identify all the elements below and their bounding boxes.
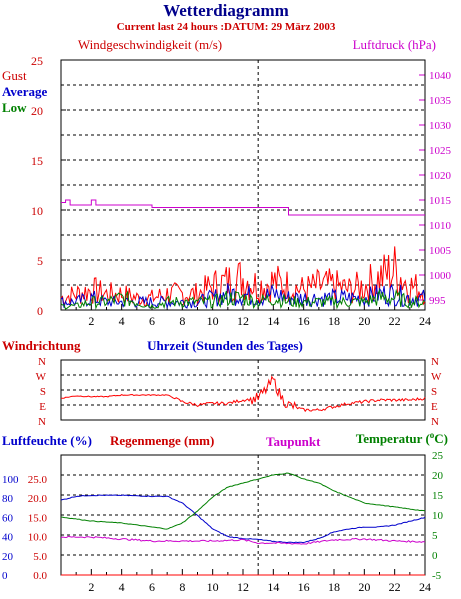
humidity-tick-label: 20 [2, 551, 14, 563]
direction-plot-frame [60, 359, 426, 421]
temperature-tick-label: 15 [432, 490, 444, 502]
hour-tick-label: 22 [389, 580, 401, 594]
wind-tick-label: 5 [37, 254, 43, 268]
hour-tick-label: 4 [119, 314, 125, 328]
direction-tick-label-right: W [431, 371, 442, 383]
direction-tick-label-left: N [38, 356, 46, 368]
rain-tick-label: 25.0 [28, 474, 48, 486]
pressure-axis-title: Luftdruck (hPa) [353, 37, 436, 52]
hour-tick-label: 10 [207, 580, 219, 594]
pressure-tick-label: 1030 [429, 120, 452, 132]
hour-tick-label: 8 [179, 314, 185, 328]
wind-tick-label: 25 [31, 54, 43, 68]
temperatur-line [60, 472, 426, 530]
hour-tick-label: 10 [207, 314, 219, 328]
rain-title: Regenmenge (mm) [110, 433, 214, 448]
direction-tick-label-right: N [431, 416, 439, 428]
pressure-tick-label: 1000 [429, 270, 452, 282]
legend-average: Average [2, 84, 47, 99]
temperature-title: Temperatur (oC) [356, 430, 448, 446]
hour-tick-label: 14 [267, 580, 279, 594]
direction-tick-label-left: E [39, 401, 46, 413]
dewpoint-title: Taupunkt [266, 434, 321, 449]
rain-tick-label: 15.0 [28, 512, 48, 524]
pressure-tick-label: 1015 [429, 195, 452, 207]
hour-tick-label: 20 [358, 314, 370, 328]
time-axis-title: Uhrzeit (Stunden des Tages) [147, 338, 303, 353]
wind-low-line [60, 288, 426, 310]
pressure-tick-label: 1040 [429, 70, 452, 82]
wind-direction-title: Windrichtung [2, 338, 81, 353]
taupunkt-line [60, 535, 426, 545]
direction-tick-label-left: W [36, 371, 47, 383]
pressure-line [61, 199, 425, 216]
direction-tick-label-right: E [431, 401, 438, 413]
direction-tick-label-right: N [431, 356, 439, 368]
hour-tick-label: 2 [88, 314, 94, 328]
pressure-tick-label: 1025 [429, 145, 452, 157]
hour-tick-label: 6 [149, 580, 155, 594]
hour-tick-label: 18 [328, 580, 340, 594]
legend-gust: Gust [2, 68, 27, 83]
page-subtitle: Current last 24 hours :DATUM: 29 März 20… [117, 21, 336, 33]
page-title: Wetterdiagramm [163, 1, 289, 20]
pressure-tick-label: 1005 [429, 245, 452, 257]
wind-direction-line [61, 375, 426, 413]
wind-plot-frame [60, 59, 426, 311]
luftfeuchte-line [60, 494, 426, 544]
rain-tick-label: 10.0 [28, 532, 48, 544]
humidity-tick-label: 100 [2, 474, 19, 486]
pressure-tick-label: 995 [429, 295, 446, 307]
rain-tick-label: 5.0 [33, 551, 47, 563]
hour-tick-label: 16 [298, 314, 310, 328]
wind-average-line [60, 283, 426, 310]
hour-tick-label: 16 [298, 580, 310, 594]
hour-tick-label: 22 [389, 314, 401, 328]
temperature-tick-label: 0 [432, 550, 438, 562]
humidity-tick-label: 40 [2, 532, 14, 544]
wind-tick-label: 10 [31, 204, 43, 218]
hour-tick-label: 6 [149, 314, 155, 328]
wind-tick-label: 20 [31, 104, 43, 118]
temperature-tick-label: -5 [432, 570, 442, 582]
wind-tick-label: 15 [31, 154, 43, 168]
temperature-tick-label: 10 [432, 510, 444, 522]
hour-tick-label: 14 [267, 314, 279, 328]
wind-gust-line [60, 246, 426, 307]
hour-tick-label: 24 [419, 314, 431, 328]
hour-tick-label: 12 [237, 314, 249, 328]
pressure-tick-label: 1010 [429, 220, 452, 232]
hour-tick-label: 18 [328, 314, 340, 328]
temperature-tick-label: 20 [432, 470, 444, 482]
hour-tick-label: 24 [419, 580, 431, 594]
humidity-tick-label: 60 [2, 512, 14, 524]
wind-tick-label: 0 [37, 304, 43, 318]
wind-speed-axis-title: Windgeschwindigkeit (m/s) [78, 37, 222, 52]
temperature-tick-label: 5 [432, 530, 438, 542]
humidity-tick-label: 80 [2, 493, 14, 505]
legend-low: Low [2, 100, 27, 115]
humidity-title: Luftfeuchte (%) [2, 433, 92, 448]
direction-tick-label-left: N [38, 416, 46, 428]
temperature-tick-label: 25 [432, 450, 444, 462]
hour-tick-label: 2 [88, 580, 94, 594]
direction-tick-label-right: S [431, 386, 437, 398]
rain-tick-label: 20.0 [28, 493, 48, 505]
rain-tick-label: 0.0 [33, 570, 47, 582]
humidity-tick-label: 0 [2, 570, 8, 582]
hour-tick-label: 4 [119, 580, 125, 594]
hour-tick-label: 12 [237, 580, 249, 594]
hour-tick-label: 8 [179, 580, 185, 594]
pressure-tick-label: 1020 [429, 170, 452, 182]
pressure-tick-label: 1035 [429, 95, 452, 107]
hour-tick-label: 20 [358, 580, 370, 594]
direction-tick-label-left: S [40, 386, 46, 398]
